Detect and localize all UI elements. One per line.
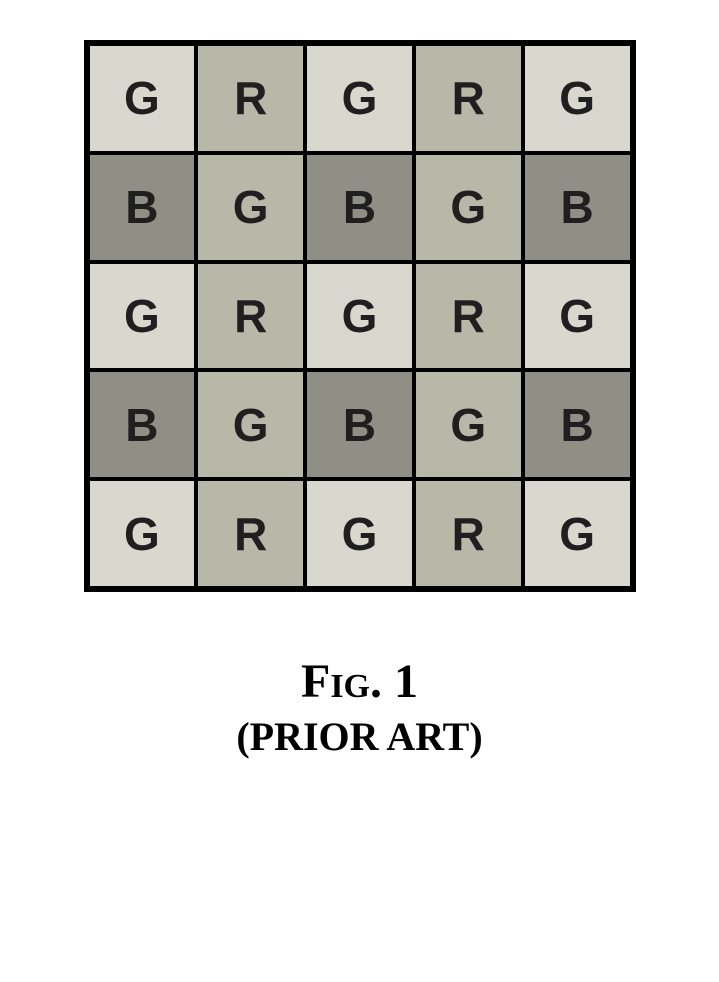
bayer-cell-g: G xyxy=(525,46,630,151)
figure-number: 1 xyxy=(394,655,418,708)
bayer-cell-r: R xyxy=(198,46,303,151)
bayer-cell-g: G xyxy=(307,264,412,369)
bayer-cell-g: G xyxy=(307,46,412,151)
bayer-cell-r: R xyxy=(416,264,521,369)
bayer-cell-g: G xyxy=(307,481,412,586)
bayer-cell-g: G xyxy=(416,155,521,260)
bayer-cell-b: B xyxy=(307,372,412,477)
bayer-cell-g: G xyxy=(90,46,195,151)
bayer-cell-b: B xyxy=(307,155,412,260)
bayer-cell-g: G xyxy=(525,264,630,369)
bayer-cell-g: G xyxy=(416,372,521,477)
figure-prefix: Fig. xyxy=(301,655,382,708)
bayer-cell-g: G xyxy=(90,264,195,369)
bayer-cell-r: R xyxy=(416,481,521,586)
bayer-cell-g: G xyxy=(525,481,630,586)
bayer-grid-frame: GRGRGBGBGBGRGRGBGBGBGRGRG xyxy=(84,40,636,592)
bayer-cell-b: B xyxy=(525,372,630,477)
figure-caption: Fig. 1 (PRIOR ART) xyxy=(236,652,482,762)
figure-label: Fig. 1 xyxy=(236,652,482,712)
prior-art-label: (PRIOR ART) xyxy=(236,712,482,762)
bayer-cell-g: G xyxy=(90,481,195,586)
bayer-cell-r: R xyxy=(198,481,303,586)
bayer-grid: GRGRGBGBGBGRGRGBGBGBGRGRG xyxy=(90,46,630,586)
bayer-cell-b: B xyxy=(90,155,195,260)
bayer-cell-r: R xyxy=(198,264,303,369)
bayer-cell-g: G xyxy=(198,155,303,260)
bayer-cell-r: R xyxy=(416,46,521,151)
bayer-cell-g: G xyxy=(198,372,303,477)
bayer-cell-b: B xyxy=(525,155,630,260)
bayer-cell-b: B xyxy=(90,372,195,477)
